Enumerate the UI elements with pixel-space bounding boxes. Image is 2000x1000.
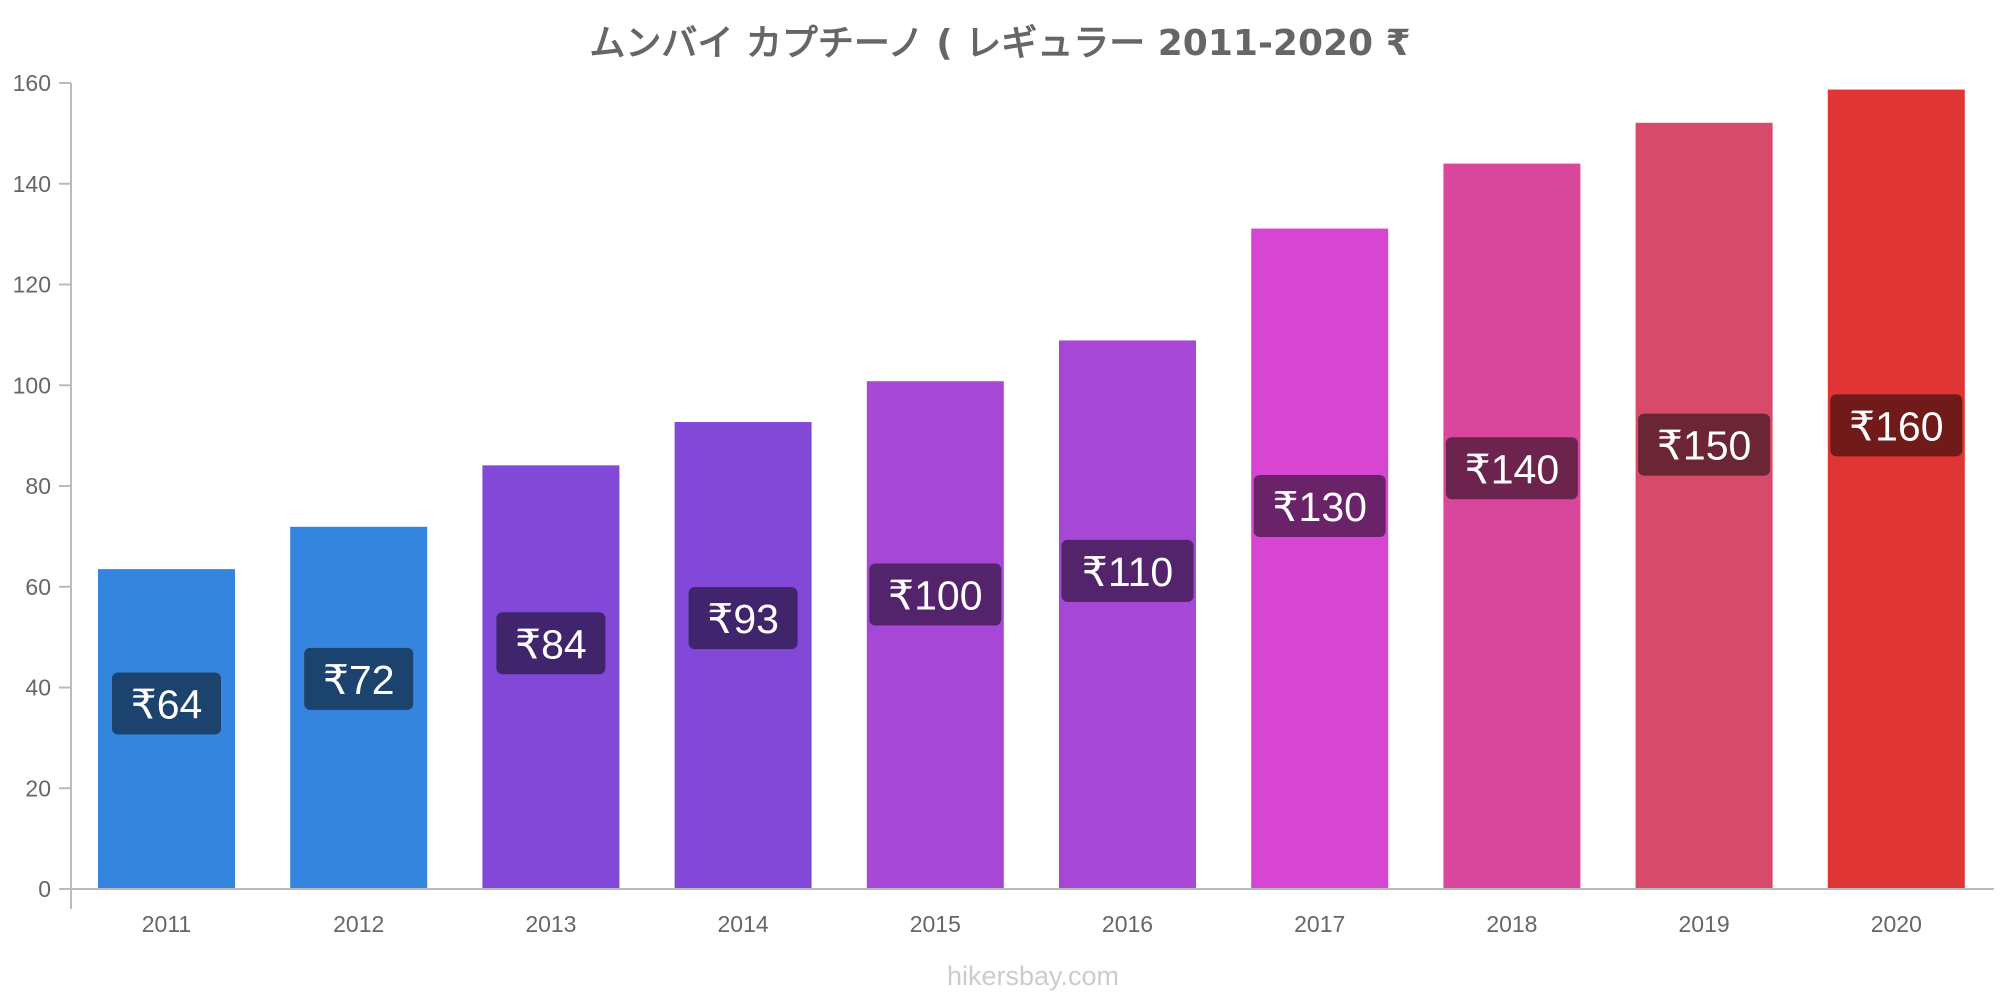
data-label-box	[496, 612, 606, 675]
chart-title: ムンバイ カプチーノ ( レギュラー 2011-2020 ₹	[589, 23, 1410, 64]
bar-2019	[1635, 122, 1773, 889]
y-tick-label: 20	[25, 775, 51, 801]
bar-2020	[1827, 89, 1965, 889]
bar-2013	[482, 465, 620, 889]
y-tick-label: 120	[13, 272, 51, 298]
x-tick-label: 2014	[718, 911, 769, 937]
x-axis: 2011 2012 2013 2014 2015 2016 2017 2018 2019 2020	[59, 888, 1994, 937]
data-label: ₹140	[1465, 446, 1560, 492]
data-label: ₹64	[131, 681, 203, 727]
x-tick-label: 2017	[1294, 911, 1345, 937]
data-label: ₹160	[1849, 403, 1944, 449]
y-tick-label: 140	[13, 171, 51, 197]
y-tick-label: 100	[13, 372, 51, 398]
data-label-box	[1445, 437, 1578, 500]
watermark: hikersbay.com	[947, 961, 1119, 991]
data-label-box	[688, 587, 798, 650]
bar-2016	[1059, 340, 1196, 889]
y-tick-label: 80	[25, 473, 51, 499]
x-tick-label: 2016	[1102, 911, 1153, 937]
x-tick-label: 2012	[333, 911, 384, 937]
data-label: ₹72	[323, 657, 395, 703]
x-tick-label: 2011	[142, 911, 191, 937]
bar-2014	[674, 422, 812, 889]
y-axis: 0 20 40 60 80 100 120 140 160	[13, 70, 72, 909]
data-label-box	[1061, 539, 1194, 602]
data-label: ₹150	[1657, 423, 1752, 469]
bar-2017	[1251, 228, 1389, 890]
x-tick-label: 2018	[1486, 911, 1537, 937]
data-label-box	[1830, 394, 1963, 457]
y-tick-label: 60	[25, 574, 51, 600]
data-label-box	[869, 563, 1002, 626]
x-tick-label: 2015	[910, 911, 961, 937]
x-tick-label: 2019	[1679, 911, 1730, 937]
y-tick-label: 40	[25, 675, 51, 701]
data-label-box	[112, 672, 221, 735]
bars: ₹64 ₹72 ₹84 ₹93 ₹100 ₹110 ₹130 ₹140 ₹150 ₹160	[98, 89, 1965, 890]
data-label: ₹130	[1272, 484, 1367, 530]
data-label-box	[1253, 474, 1386, 537]
x-tick-label: 2020	[1871, 911, 1922, 937]
data-label-box	[304, 647, 414, 710]
y-tick-label: 0	[38, 876, 51, 902]
bar-2015	[866, 381, 1004, 889]
data-label: ₹100	[888, 572, 983, 618]
y-tick-label: 160	[13, 70, 51, 96]
data-label: ₹84	[515, 621, 587, 667]
data-label: ₹93	[707, 596, 779, 642]
bar-2018	[1443, 163, 1581, 890]
data-label-box	[1638, 413, 1771, 476]
data-label: ₹110	[1082, 549, 1173, 595]
x-tick-label: 2013	[525, 911, 576, 937]
